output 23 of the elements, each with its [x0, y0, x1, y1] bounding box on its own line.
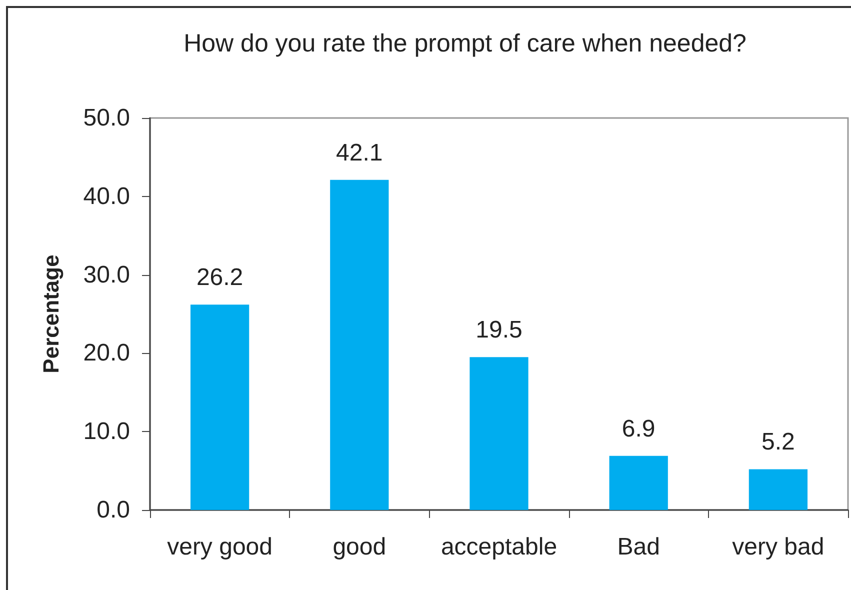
chart-title: How do you rate the prompt of care when needed?	[184, 30, 746, 58]
bar	[470, 357, 528, 510]
x-tick-label: good	[332, 534, 386, 560]
x-tick-label: very good	[167, 534, 273, 560]
y-tick-label: 50.0	[83, 104, 130, 132]
bar	[330, 180, 389, 510]
data-label: 6.9	[622, 415, 656, 442]
x-tick-label: very bad	[732, 534, 824, 560]
y-tick-label: 20.0	[83, 340, 130, 367]
x-tick-label: Bad	[617, 534, 660, 560]
y-axis-title: Percentage	[38, 254, 64, 374]
y-tick-label: 40.0	[83, 182, 130, 210]
y-tick-label: 0.0	[96, 496, 130, 524]
data-label: 26.2	[196, 264, 244, 292]
data-label: 19.5	[476, 316, 522, 344]
bar	[190, 304, 250, 510]
data-label: 5.2	[762, 428, 795, 456]
data-label: 42.1	[336, 139, 383, 166]
x-tick-label: acceptable	[440, 534, 558, 560]
y-tick-label: 10.0	[83, 418, 130, 446]
bar	[748, 469, 808, 510]
y-tick-label: 30.0	[83, 261, 130, 288]
bar	[609, 456, 668, 510]
